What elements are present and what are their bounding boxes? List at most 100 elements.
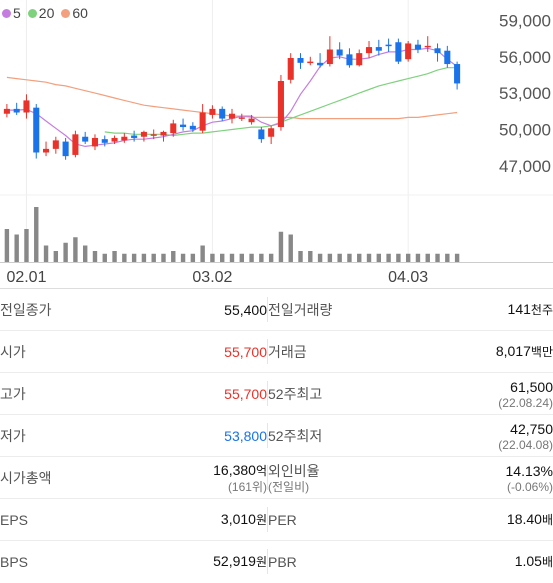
x-tick-label: 03.02 (192, 269, 232, 286)
candle-body (131, 135, 138, 138)
volume-bar (210, 253, 215, 262)
legend-label-ma5: 5 (13, 5, 21, 21)
info-label-text: 외인비율 (268, 462, 320, 479)
volume-bar (4, 229, 10, 262)
candle (414, 39, 421, 54)
info-row: BPS 52,919원 PBR 1.05배 (0, 540, 553, 582)
volume-bar (396, 253, 401, 262)
info-value-number: 141 (507, 301, 531, 317)
candle-body (82, 136, 89, 142)
info-value: 42,750 (22.04.08) (398, 414, 553, 457)
candle-body (52, 140, 59, 149)
info-value-sub: (-0.06%) (506, 479, 553, 494)
candle-body (258, 129, 265, 140)
info-value-sub: (161위) (227, 480, 267, 494)
info-row: EPS 3,010원 PER 18.40배 (0, 498, 553, 541)
candle (326, 36, 333, 67)
candle (228, 108, 236, 124)
candle-body (13, 108, 20, 113)
info-label-text: PER (268, 511, 297, 528)
info-value-number: 16,380 (213, 462, 256, 478)
candle-body (72, 134, 79, 155)
candle-body (365, 47, 373, 54)
candle (454, 61, 461, 90)
volume-bar (278, 231, 284, 262)
volume-bar (131, 253, 137, 262)
x-axis: 02.01 03.02 04.03 (6, 269, 428, 286)
candle (160, 130, 167, 142)
candle (444, 45, 451, 68)
column-divider (267, 540, 268, 582)
candle-body (385, 44, 392, 47)
candle-body (454, 64, 461, 84)
candle (424, 36, 431, 52)
info-row: 시가 55,700 거래금 8,017백만 (0, 330, 553, 373)
candle-body (3, 108, 10, 114)
candle-body (434, 48, 441, 54)
candle (180, 118, 187, 131)
candle (189, 122, 196, 132)
info-value-number: 52,919 (213, 553, 256, 569)
volume-bar (34, 207, 39, 262)
candle-body (375, 47, 382, 51)
info-label: 전일거래량 (268, 288, 398, 331)
legend-dot-ma60 (61, 8, 71, 18)
candle-body (248, 118, 255, 123)
info-value-number: 55,700 (224, 343, 267, 360)
volume-bar (190, 253, 196, 262)
legend-dot-ma5 (2, 8, 11, 18)
candle-body (414, 44, 421, 50)
info-value-sub: (22.04.08) (498, 437, 553, 452)
volume-bar (24, 229, 29, 262)
candle-body (43, 148, 50, 153)
volume-bar (171, 251, 176, 262)
candle-body (33, 107, 40, 153)
info-label: 외인비율 (전일비) (268, 456, 398, 499)
info-label: PBR (268, 540, 398, 582)
candle-body (444, 50, 451, 65)
info-label-text: PBR (268, 553, 297, 570)
candle-body (287, 57, 294, 80)
legend-item-ma5: 5 (2, 5, 21, 21)
stock-info-table: 전일종가 55,400 전일거래량 141천주 시가 55,700 거래금 8,017백만 고가… (0, 288, 553, 582)
y-tick-label: 53,000 (499, 84, 551, 103)
candle-body (150, 134, 157, 136)
candle (150, 129, 157, 140)
volume-bar (366, 253, 372, 262)
column-divider (267, 414, 268, 457)
info-row: 시가총액 16,380억 (161위) 외인비율 (전일비) 14.13% (-0.06%) (0, 456, 553, 499)
column-divider (267, 498, 268, 541)
volume-bar (122, 253, 127, 262)
candle (238, 113, 245, 121)
candle (52, 136, 59, 154)
info-value-sub: (22.08.24) (498, 395, 553, 410)
candle-body (199, 112, 206, 131)
candle (385, 38, 392, 52)
candle-body (277, 81, 284, 128)
info-value: 52,919원 (130, 540, 267, 582)
volume-bar (220, 253, 225, 262)
ma5-line (6, 47, 458, 148)
volume-bar (200, 245, 205, 262)
price-chart[interactable]: 59,000 56,000 53,000 50,000 47,000 02.01 03.0… (0, 0, 553, 288)
info-value-number: 14.13% (505, 462, 553, 479)
volume-bar (327, 253, 333, 262)
candle-body (395, 42, 402, 62)
candle-body (23, 100, 30, 113)
info-label-text: 52주최고 (268, 385, 323, 402)
info-label: 고가 (0, 372, 130, 415)
info-value-unit: 백만 (530, 345, 553, 359)
volume-bar (445, 253, 450, 262)
column-divider (267, 456, 268, 499)
info-value: 141천주 (398, 288, 553, 331)
info-value: 61,500 (22.08.24) (398, 372, 553, 415)
info-label: EPS (0, 498, 130, 541)
volume-bar (249, 253, 254, 262)
info-value: 55,400 (130, 288, 267, 331)
info-row: 고가 55,700 52주최고 61,500 (22.08.24) (0, 372, 553, 415)
column-divider (267, 330, 268, 373)
info-value-number: 55,700 (224, 385, 267, 402)
info-row: 전일종가 55,400 전일거래량 141천주 (0, 288, 553, 331)
candle-body (219, 108, 226, 119)
candle-body (121, 136, 128, 141)
